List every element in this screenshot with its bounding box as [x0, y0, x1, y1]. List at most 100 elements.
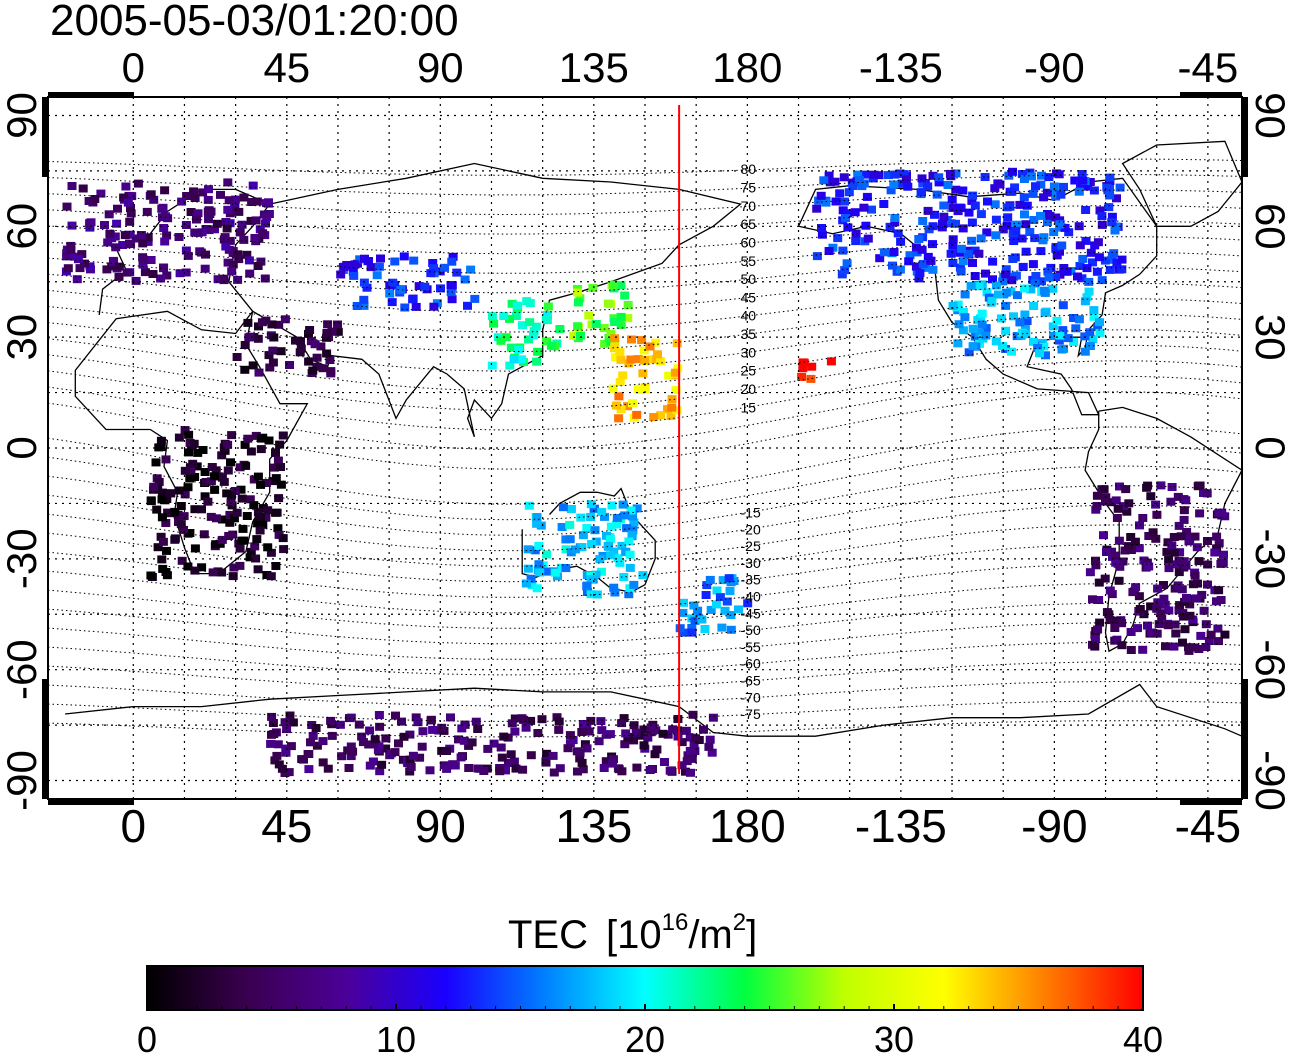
tec-cell	[1117, 641, 1127, 650]
tec-cell	[159, 224, 169, 232]
tec-cell	[381, 734, 391, 743]
tec-cell	[1025, 228, 1035, 236]
tec-cell	[542, 337, 551, 346]
tec-cell	[1021, 330, 1031, 339]
tec-cell	[875, 254, 885, 263]
tec-cell	[460, 275, 470, 284]
tec-cell	[217, 473, 227, 482]
lon-tick-bottom: -90	[1021, 800, 1087, 852]
tec-cell	[271, 474, 281, 483]
tec-cell	[466, 265, 476, 274]
tec-cell	[272, 751, 282, 760]
tec-cell	[125, 230, 135, 239]
tec-cell	[411, 713, 421, 722]
tec-cell	[602, 730, 612, 739]
tec-cell	[252, 535, 262, 544]
tec-cell	[665, 766, 675, 775]
tec-cell	[533, 729, 543, 737]
lat-tick-right: 30	[1247, 314, 1292, 361]
tec-cell	[311, 724, 321, 732]
tec-cell	[264, 351, 274, 360]
tec-cell	[1005, 202, 1015, 211]
tec-cell	[1037, 277, 1046, 286]
tec-cell	[160, 186, 170, 195]
tec-cell	[806, 374, 816, 383]
tec-cell	[1036, 211, 1045, 220]
tec-cell	[521, 579, 531, 588]
tec-cell	[958, 257, 968, 266]
lat-tick-left: 60	[0, 203, 45, 250]
tec-cell	[308, 366, 318, 375]
tec-cell	[165, 489, 175, 498]
tec-cell	[226, 498, 236, 507]
tec-cell	[254, 513, 264, 522]
tec-cell	[1146, 602, 1156, 611]
tec-cell	[304, 357, 314, 366]
tec-cell	[153, 543, 163, 552]
tec-cell	[62, 202, 72, 211]
tec-cell	[158, 203, 168, 212]
tec-cell	[1012, 291, 1022, 300]
tec-cell	[1192, 543, 1202, 552]
tec-cell	[629, 580, 639, 589]
tec-cell	[591, 320, 601, 328]
tec-cell	[113, 204, 122, 213]
tec-cell	[376, 254, 385, 263]
coastline-1	[252, 162, 742, 438]
tec-cell	[170, 534, 180, 543]
tec-cell	[532, 519, 542, 528]
frame-bar	[48, 92, 134, 98]
tec-cell	[1106, 498, 1116, 507]
tec-cell	[1162, 547, 1172, 556]
tec-cell	[179, 512, 189, 521]
tec-cell	[262, 213, 272, 222]
tec-cell	[970, 201, 980, 210]
tec-cell	[181, 246, 191, 255]
mag-lat-contour	[47, 700, 1243, 722]
tec-cell	[229, 514, 239, 523]
tec-cell	[1131, 583, 1141, 592]
tec-cell	[599, 764, 609, 772]
tec-cell	[917, 245, 927, 254]
tec-cell	[1197, 590, 1207, 599]
tec-cell	[470, 294, 480, 303]
tec-cell	[904, 257, 914, 266]
tec-cell	[1216, 596, 1226, 604]
tec-cell	[1112, 258, 1122, 267]
tec-cell	[159, 263, 169, 272]
tec-cell	[1097, 212, 1107, 221]
tec-cell	[1059, 182, 1068, 191]
tec-cell	[998, 342, 1007, 351]
mag-lat-label: -15	[741, 505, 761, 521]
tec-cell	[1082, 293, 1092, 302]
tec-cell	[817, 230, 827, 239]
lat-tick-left: -90	[0, 750, 45, 811]
tec-cell	[1143, 621, 1152, 630]
tec-cell	[1011, 226, 1021, 235]
tec-cell	[901, 175, 911, 184]
tec-cell	[675, 624, 685, 633]
tec-cell	[1138, 514, 1148, 522]
tec-cell	[448, 252, 458, 261]
tec-cell	[198, 188, 208, 197]
top-longitude-axis: 0 45 90 135 180 -135 -90 -45	[122, 44, 1239, 91]
tec-cell	[66, 245, 76, 254]
tec-cell	[442, 747, 451, 755]
tec-cell	[586, 590, 596, 599]
tec-region	[336, 252, 480, 312]
tec-cell	[1152, 629, 1162, 638]
tec-cell	[274, 320, 284, 329]
tec-cell	[934, 173, 944, 182]
map-frame	[47, 96, 1243, 800]
tec-cell	[531, 322, 541, 331]
tec-cell	[1094, 596, 1104, 604]
tec-cell	[249, 501, 259, 510]
tec-cell	[915, 269, 925, 278]
tec-cell	[467, 738, 477, 747]
tec-cell	[197, 563, 207, 572]
lon-tick-top: 180	[712, 44, 782, 91]
tec-cell	[1009, 237, 1019, 245]
tec-cell	[233, 275, 243, 284]
tec-cell	[917, 188, 926, 197]
tec-cell	[1161, 642, 1170, 651]
